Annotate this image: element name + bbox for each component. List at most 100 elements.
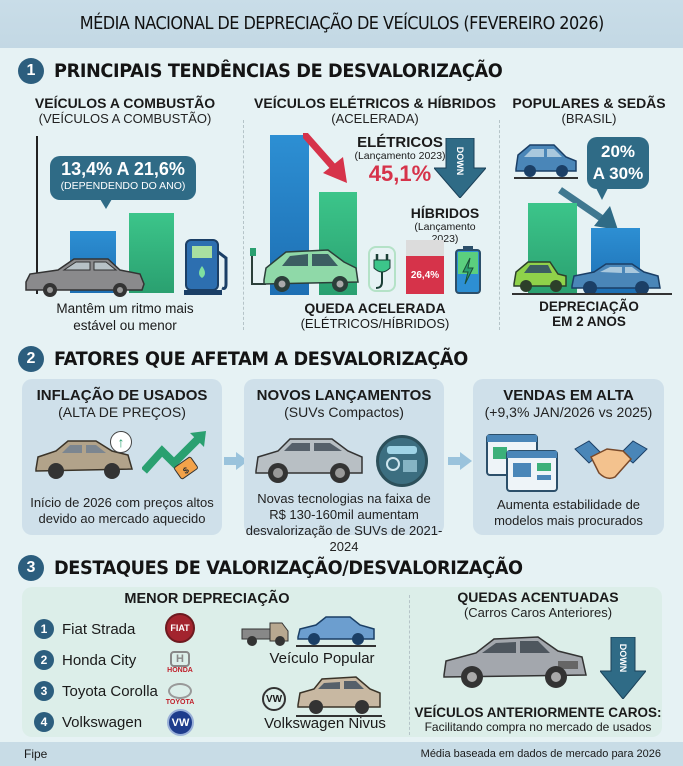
rank-number: 1 — [34, 619, 54, 639]
bubble-value: 13,4% A 21,6% — [61, 159, 185, 179]
panel-subtitle: (BRASIL) — [561, 111, 617, 126]
factor-card-inflacao: INFLAÇÃO DE USADOS (ALTA DE PREÇOS) ↑ $ … — [22, 379, 222, 535]
svg-text:$: $ — [181, 465, 191, 476]
desc-line: devido ao mercado aquecido — [38, 511, 206, 526]
rank-item: 4 Volkswagen — [34, 712, 142, 732]
rank-name: Volkswagen — [62, 713, 143, 731]
panel-eletricos: VEÍCULOS ELÉTRICOS & HÍBRIDOS (ACELERADA… — [245, 95, 505, 126]
car-interior-icon — [376, 435, 428, 487]
eletricos-value: 45,1% — [368, 161, 432, 186]
nivus-label: Volkswagen Nivus — [264, 715, 386, 732]
sedan-car-icon — [570, 262, 662, 296]
rank-name: Honda City — [62, 651, 137, 669]
combustao-bubble: 13,4% A 21,6% (DEPENDENDO DO ANO) — [50, 156, 196, 200]
bar-hibridos-bg — [406, 240, 444, 256]
desc-line: Aumenta estabilidade de — [496, 497, 641, 512]
nivus-suv-icon — [296, 675, 382, 717]
bubble-tail — [596, 188, 608, 200]
section-1-heading: 1 PRINCIPAIS TENDÊNCIAS DE DESVALORIZAÇÃ… — [18, 58, 536, 84]
price-up-icon: ↑ — [110, 431, 132, 453]
rank-item: 3 Toyota Corolla — [34, 681, 158, 701]
caption-line: (ELÉTRICOS/HÍBRIDOS) — [300, 316, 450, 331]
popular-label: Veículo Popular — [269, 650, 375, 667]
card-description: Aumenta estabilidade de modelos mais pro… — [473, 497, 664, 529]
card-subtitle: (+9,3% JAN/2026 vs 2025) — [484, 404, 653, 420]
pickup-truck-icon — [240, 617, 290, 649]
electric-car-icon — [250, 244, 362, 296]
suv-car-icon — [254, 435, 364, 485]
card-description: Início de 2026 com preços altos devido a… — [22, 495, 222, 527]
caption-desc: Facilitando compra no mercado de usados — [424, 720, 652, 734]
handshake-icon — [571, 439, 651, 488]
down-label: DOWN — [455, 146, 465, 176]
toyota-logo-icon: TOYOTA — [162, 679, 198, 709]
menor-title: MENOR DEPRECIAÇÃO — [124, 591, 290, 607]
divider — [409, 595, 410, 735]
divider — [499, 120, 500, 330]
factor-card-lancamentos: NOVOS LANÇAMENTOS (SUVs Compactos) Novas… — [244, 379, 444, 554]
hatchback-car-icon — [514, 143, 578, 179]
caption-line: QUEDA ACELERADA — [304, 300, 446, 316]
caption-line: EM 2 ANOS — [552, 314, 626, 329]
section-3-heading: 3 DESTAQUES DE VALORIZAÇÃO/DESVALORIZAÇÃ… — [18, 555, 558, 581]
battery-charging-icon — [455, 246, 481, 299]
down-label: DOWN — [618, 643, 628, 673]
section-title: DESTAQUES DE VALORIZAÇÃO/DESVALORIZAÇÃO — [54, 557, 523, 579]
hibridos-note: (Lançamento 2023) — [414, 221, 476, 245]
rank-number: 2 — [34, 650, 54, 670]
rank-number: 3 — [34, 681, 54, 701]
card-subtitle: (ALTA DE PREÇOS) — [58, 404, 186, 420]
rank-name: Fiat Strada — [62, 620, 136, 638]
quedas-caption: VEÍCULOS ANTERIORMENTE CAROS: Facilitand… — [414, 705, 662, 734]
card-title: NOVOS LANÇAMENTOS — [256, 387, 432, 404]
panel-subtitle: (ACELERADA) — [331, 111, 419, 126]
decline-arrow-icon — [556, 186, 620, 235]
section-2-heading: 2 FATORES QUE AFETAM A DESVALORIZAÇÃO — [18, 346, 499, 372]
desc-line: Novas tecnologias na faixa de — [257, 491, 431, 506]
populares-caption: DEPRECIAÇÃO EM 2 ANOS — [495, 299, 683, 329]
rank-item: 2 Honda City — [34, 650, 136, 670]
card-description: Novas tecnologias na faixa de R$ 130-160… — [244, 491, 444, 555]
compact-car-icon — [512, 260, 568, 294]
bubble-note: (DEPENDENDO DO ANO) — [60, 180, 186, 192]
section-number: 2 — [18, 346, 44, 372]
populares-bubble: 20% A 30% — [587, 137, 649, 189]
luxury-sedan-icon — [440, 631, 590, 693]
quedas-title: QUEDAS ACENTUADAS — [457, 589, 619, 605]
eletricos-note: (Lançamento 2023) — [354, 150, 446, 162]
rank-number: 4 — [34, 712, 54, 732]
section-title: PRINCIPAIS TENDÊNCIAS DE DESVALORIZAÇÃO — [54, 60, 503, 82]
sedan-car-icon — [22, 252, 146, 298]
decline-arrow-icon — [301, 131, 353, 183]
card-title: VENDAS EM ALTA — [503, 387, 634, 404]
fiat-logo-icon: FIAT — [165, 613, 195, 643]
section-number: 1 — [18, 58, 44, 84]
footer-note: Média baseada em dados de mercado para 2… — [420, 748, 661, 760]
page-header: MÉDIA NACIONAL DE DEPRECIAÇÃO DE VEÍCULO… — [0, 0, 683, 48]
hibridos-label: HÍBRIDOS — [410, 205, 480, 221]
vw-logo-icon: VW — [262, 687, 286, 711]
card-title: INFLAÇÃO DE USADOS — [36, 387, 208, 404]
caption-line: Mantêm um ritmo mais — [56, 301, 194, 316]
honda-logo-icon: H HONDA — [167, 650, 193, 674]
caption-line: DEPRECIAÇÃO — [539, 299, 639, 314]
bubble-value: 20% — [600, 142, 636, 161]
eletricos-caption: QUEDA ACELERADA (ELÉTRICOS/HÍBRIDOS) — [245, 300, 505, 331]
axis-line — [36, 136, 38, 294]
online-sales-icon — [485, 433, 559, 498]
divider — [243, 120, 244, 330]
caption-line: estável ou menor — [73, 318, 177, 333]
desc-line: R$ 130-160mil aumentam — [269, 507, 419, 522]
trend-up-icon: $ — [141, 431, 208, 488]
source-logo: Fipe — [24, 747, 48, 761]
panel-title: POPULARES & SEDÃS — [512, 95, 666, 111]
highlights-panel: MENOR DEPRECIAÇÃO 1 Fiat Strada 2 Honda … — [22, 587, 662, 737]
panel-title: VEÍCULOS A COMBUSTÃO — [34, 95, 216, 111]
panel-populares: POPULARES & SEDÃS (BRASIL) — [495, 95, 683, 126]
eletricos-stat: ELÉTRICOS (Lançamento 2023) 45,1% — [340, 134, 460, 187]
sedan-car-icon — [296, 615, 376, 647]
quedas-subtitle: (Carros Caros Anteriores) — [463, 605, 613, 620]
section-number: 3 — [18, 555, 44, 581]
down-arrow-icon: DOWN — [432, 137, 488, 203]
panel-combustao: VEÍCULOS A COMBUSTÃO (VEÍCULOS A COMBUST… — [0, 95, 250, 126]
